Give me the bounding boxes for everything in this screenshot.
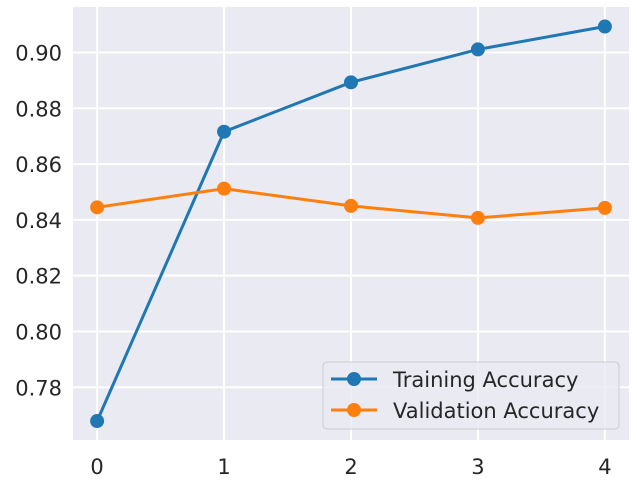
- data-point-marker: [90, 200, 105, 215]
- y-tick-label: 0.86: [15, 153, 62, 177]
- data-series: [90, 19, 612, 429]
- legend: Training Accuracy Validation Accuracy: [322, 361, 620, 430]
- data-point-marker: [597, 200, 612, 215]
- data-point-marker: [344, 75, 358, 90]
- legend-marker-training-icon: [347, 372, 361, 386]
- legend-marker-validation-icon: [347, 403, 361, 417]
- x-tick-label: 0: [90, 455, 103, 479]
- legend-box: [322, 361, 620, 430]
- data-point-marker: [470, 42, 485, 57]
- data-point-marker: [470, 210, 485, 225]
- x-tick-label: 1: [217, 455, 230, 479]
- y-axis-tick-labels: 0.78 0.80 0.82 0.84 0.86 0.88 0.90: [15, 41, 62, 400]
- x-tick-label: 2: [344, 455, 357, 479]
- legend-item-validation: Validation Accuracy: [331, 399, 599, 423]
- data-point-marker: [344, 198, 358, 213]
- series-validation: [90, 181, 612, 225]
- y-tick-label: 0.82: [15, 265, 62, 289]
- legend-label-validation: Validation Accuracy: [393, 399, 599, 423]
- y-tick-label: 0.80: [15, 320, 62, 344]
- data-point-marker: [90, 414, 105, 429]
- y-tick-label: 0.88: [15, 97, 62, 121]
- legend-label-training: Training Accuracy: [392, 368, 578, 392]
- x-axis-tick-labels: 0 1 2 3 4: [90, 455, 611, 479]
- y-tick-label: 0.90: [15, 41, 62, 65]
- data-point-marker: [597, 19, 612, 34]
- series-training: [90, 19, 612, 429]
- x-tick-label: 4: [598, 455, 611, 479]
- data-point-marker: [217, 181, 232, 196]
- data-point-marker: [217, 124, 232, 139]
- y-tick-label: 0.84: [15, 209, 62, 233]
- legend-item-training: Training Accuracy: [331, 368, 578, 392]
- x-tick-label: 3: [471, 455, 484, 479]
- y-tick-label: 0.78: [15, 376, 62, 400]
